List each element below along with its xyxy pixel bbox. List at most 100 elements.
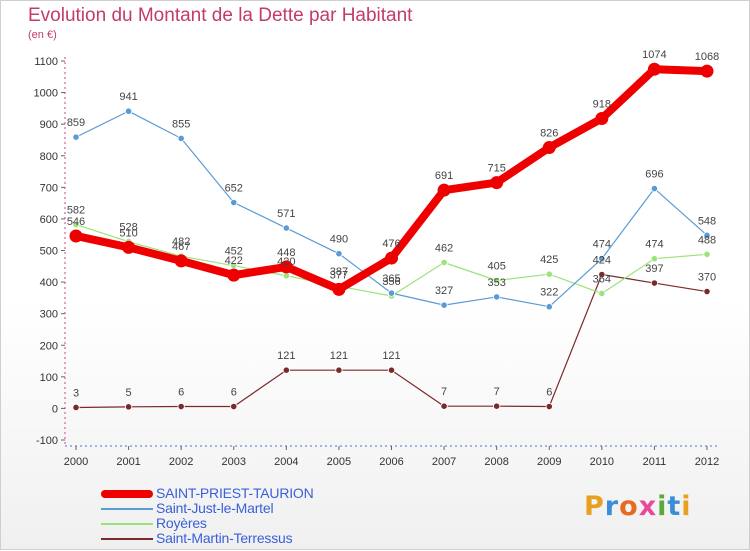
x-tick-label: 2000 <box>64 456 88 468</box>
legend-label: Royères <box>156 515 207 531</box>
data-label: 364 <box>593 273 611 285</box>
x-tick-label: 2005 <box>327 456 351 468</box>
y-tick-label: 100 <box>40 372 58 384</box>
data-label: 474 <box>645 239 663 251</box>
data-label: 5 <box>126 387 132 399</box>
data-point <box>598 270 606 279</box>
data-label: 488 <box>698 234 716 246</box>
data-point <box>650 255 659 263</box>
logo-letter: r <box>604 491 620 522</box>
data-point <box>490 176 504 190</box>
data-point <box>335 250 343 258</box>
data-point <box>124 107 133 115</box>
data-point <box>440 258 448 267</box>
data-label: 715 <box>487 163 505 175</box>
data-point <box>493 276 501 285</box>
data-point <box>387 366 396 374</box>
legend-label: Saint-Just-le-Martel <box>156 500 274 516</box>
data-point <box>279 260 293 274</box>
data-point <box>647 62 661 76</box>
x-tick-label: 2012 <box>695 456 719 468</box>
legend-swatch <box>101 490 153 498</box>
data-point <box>700 64 714 78</box>
data-point <box>703 231 711 239</box>
y-tick-label: 400 <box>40 277 58 289</box>
data-label: 691 <box>435 170 453 182</box>
y-tick-label: 700 <box>40 182 58 194</box>
data-label: 1074 <box>642 49 666 61</box>
data-point <box>545 270 553 278</box>
data-label: 696 <box>645 169 663 181</box>
data-point <box>545 303 553 311</box>
data-point <box>282 366 290 374</box>
y-tick-label: 1000 <box>34 88 58 100</box>
chart-title: Evolution du Montant de la Dette par Hab… <box>28 5 413 26</box>
data-label: 859 <box>67 117 85 129</box>
data-label: 476 <box>382 238 400 250</box>
data-point <box>332 282 346 296</box>
data-label: 397 <box>645 263 663 275</box>
data-label: 528 <box>119 222 137 234</box>
data-label: 365 <box>382 273 400 285</box>
data-point <box>493 293 501 301</box>
data-point <box>545 402 553 411</box>
data-label: 356 <box>382 276 400 288</box>
data-label: 855 <box>172 118 190 130</box>
y-tick-label: 300 <box>40 309 58 321</box>
logo-letter: o <box>619 491 639 522</box>
data-point <box>69 229 83 243</box>
data-label: 322 <box>540 287 558 299</box>
data-point <box>174 254 188 268</box>
data-label: 474 <box>593 239 611 251</box>
data-label: 121 <box>382 350 400 362</box>
data-label: 490 <box>330 234 348 246</box>
data-point <box>177 134 185 142</box>
legend-item: Saint-Just-le-Martel <box>101 500 361 516</box>
data-point <box>335 366 343 374</box>
data-label: 121 <box>277 350 295 362</box>
data-point <box>227 268 241 282</box>
data-label: 425 <box>540 254 558 266</box>
y-unit-label: (en €) <box>28 29 57 41</box>
legend-swatch <box>101 508 153 510</box>
data-label: 452 <box>225 246 243 258</box>
data-point <box>437 183 451 197</box>
data-point <box>230 402 238 411</box>
y-tick-label: 600 <box>40 214 58 226</box>
data-point <box>650 279 659 287</box>
logo-letter: x <box>638 491 658 522</box>
data-label: 582 <box>67 205 85 217</box>
data-label: 420 <box>277 256 295 268</box>
data-label: 405 <box>487 261 505 273</box>
data-point <box>595 111 609 125</box>
logo-letter: P <box>584 491 605 522</box>
y-tick-label: 900 <box>40 119 58 131</box>
data-label: 462 <box>435 243 453 255</box>
x-tick-label: 2004 <box>274 456 298 468</box>
data-label: 6 <box>231 387 237 399</box>
data-label: 482 <box>172 236 190 248</box>
legend-swatch <box>101 538 153 540</box>
logo-letter: i <box>657 491 668 522</box>
x-tick-label: 2008 <box>484 456 508 468</box>
legend: SAINT-PRIEST-TAURION Saint-Just-le-Marte… <box>101 485 361 546</box>
data-label: 546 <box>67 216 85 228</box>
series-points <box>69 62 714 412</box>
x-tick-label: 2003 <box>222 456 246 468</box>
data-point <box>177 402 185 411</box>
x-tick-label: 2010 <box>590 456 614 468</box>
data-point <box>124 403 133 411</box>
data-point <box>282 224 290 232</box>
x-tick-label: 2001 <box>116 456 140 468</box>
data-label: 448 <box>277 247 295 259</box>
legend-swatch <box>101 523 153 525</box>
data-label: 826 <box>540 128 558 140</box>
logo-letter: t <box>667 491 682 522</box>
data-label: 422 <box>225 255 243 267</box>
data-label: 510 <box>119 227 137 239</box>
data-label: 424 <box>593 255 611 267</box>
y-tick-label: 1100 <box>34 56 58 68</box>
data-label: 6 <box>546 387 552 399</box>
